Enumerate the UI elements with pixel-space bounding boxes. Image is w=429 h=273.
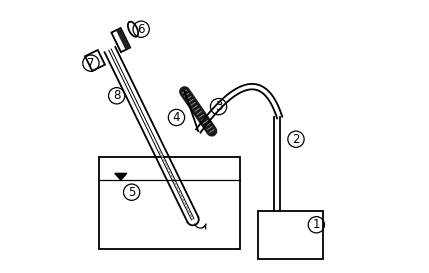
Text: 4: 4 xyxy=(173,111,180,124)
Text: 1: 1 xyxy=(313,218,320,231)
Text: 2: 2 xyxy=(292,133,300,146)
Bar xyxy=(258,211,323,259)
Text: 5: 5 xyxy=(128,186,135,199)
Text: 7: 7 xyxy=(87,57,95,70)
Text: 6: 6 xyxy=(137,23,145,36)
Text: 8: 8 xyxy=(113,89,121,102)
Polygon shape xyxy=(115,173,127,180)
Bar xyxy=(99,157,240,249)
Text: 3: 3 xyxy=(215,100,222,113)
Polygon shape xyxy=(116,28,130,50)
